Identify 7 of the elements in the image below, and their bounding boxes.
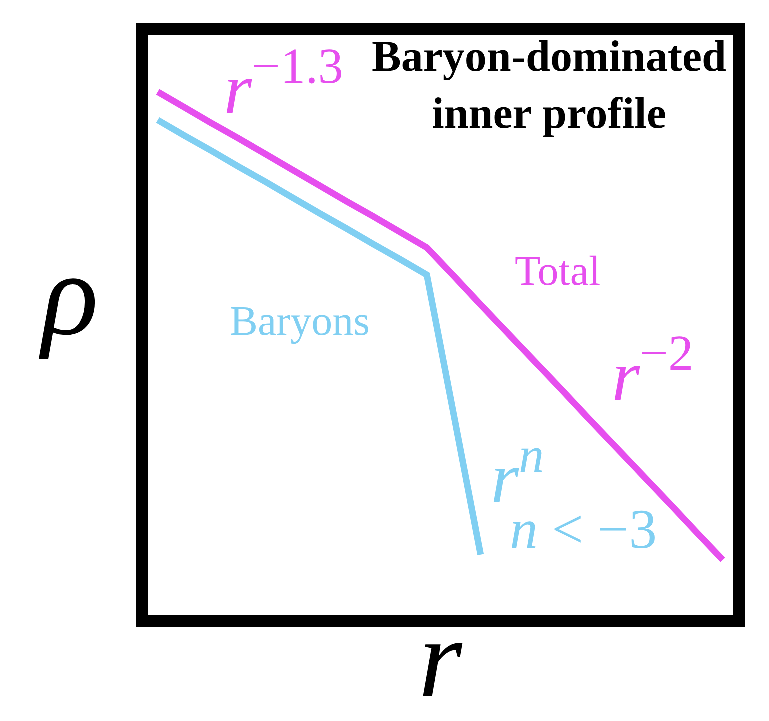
- annotation: Baryon-dominated inner profile: [372, 32, 726, 138]
- annotation: r$^{−1.3}$: [224, 38, 344, 130]
- y-axis-title: ρ: [39, 229, 99, 360]
- x-axis-title: r: [418, 597, 463, 721]
- series-label: Baryons: [230, 299, 370, 345]
- series-label: Total: [515, 249, 601, 295]
- annotation: r$^{−2}$: [612, 325, 694, 416]
